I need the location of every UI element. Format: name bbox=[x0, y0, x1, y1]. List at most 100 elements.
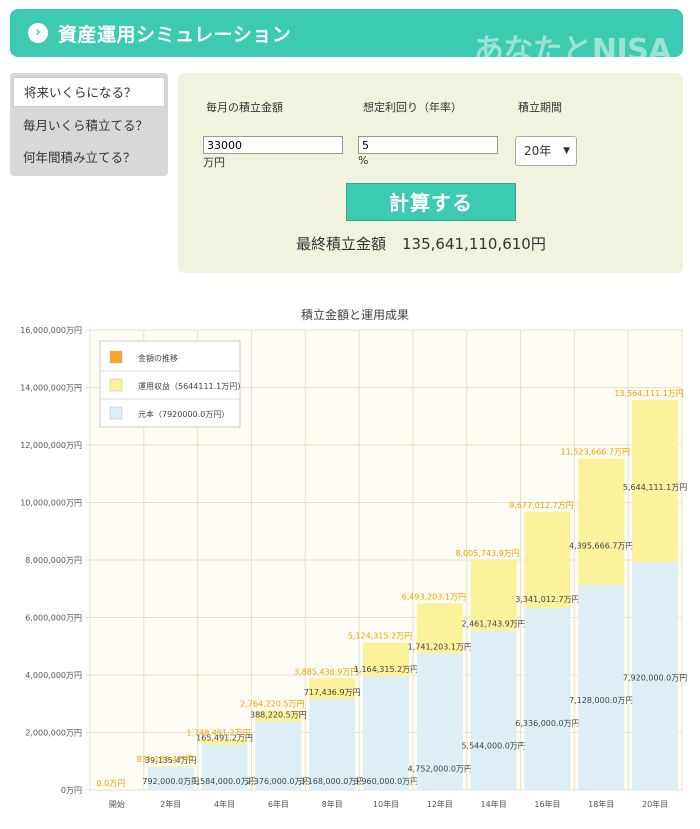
rate-input[interactable]: 5 bbox=[358, 136, 498, 154]
y-tick-label: 10,000,000万円 bbox=[20, 499, 82, 508]
x-tick-label: 開始 bbox=[109, 799, 125, 809]
bar-gain bbox=[416, 603, 463, 654]
calculate-button[interactable]: 計算する bbox=[346, 183, 516, 221]
bar-gain bbox=[309, 678, 356, 699]
data-label-principal: 2,376,000.0万円 bbox=[246, 777, 310, 786]
data-label-total: 13,564,111.1万円 bbox=[614, 389, 683, 398]
caret-down-icon: ▼ bbox=[563, 146, 570, 156]
y-tick-label: 6,000,000万円 bbox=[25, 614, 82, 623]
growth-chart: 0万円 2,000,000万円 4,000,000万円 6,000,000万円 8,00… bbox=[20, 307, 687, 809]
x-tick-label: 20年目 bbox=[642, 799, 668, 809]
sidebar-item-monthly-amount[interactable]: 毎月いくら積立てる？ bbox=[23, 118, 149, 133]
legend-box bbox=[99, 340, 241, 428]
y-tick-label: 14,000,000万円 bbox=[20, 384, 82, 393]
x-tick-label: 18年目 bbox=[588, 799, 614, 809]
data-label-gain: 388,220.5万円 bbox=[250, 711, 307, 720]
data-label-total: 6,493,203.1万円 bbox=[402, 592, 466, 601]
data-label-total: 11,523,666.7万円 bbox=[561, 448, 630, 457]
sidebar: 将来いくらになる？ 毎月いくら積立てる？ 何年間積み立てる？ bbox=[10, 73, 168, 176]
bar-principal bbox=[470, 630, 517, 790]
legend-label: 運用収益（5644111.1万円） bbox=[138, 381, 245, 391]
sidebar-item-future-value[interactable]: 将来いくらになる？ bbox=[13, 77, 165, 107]
period-select-value: 20年 bbox=[524, 144, 552, 158]
data-label-gain: 2,461,743.9万円 bbox=[461, 620, 525, 629]
bar-gain bbox=[470, 559, 517, 631]
legend-swatch bbox=[109, 350, 123, 364]
data-label-principal: 6,336,000.0万円 bbox=[515, 719, 579, 728]
legend-swatch bbox=[109, 378, 123, 392]
y-tick-label: 4,000,000万円 bbox=[25, 671, 82, 680]
bar-gain bbox=[201, 739, 248, 745]
bar-principal bbox=[147, 767, 194, 790]
x-tick-label: 10年目 bbox=[373, 799, 399, 809]
data-label-gain: 3,341,012.7万円 bbox=[515, 595, 579, 604]
data-label-total: 9,677,012.7万円 bbox=[509, 501, 573, 510]
bar-principal bbox=[416, 653, 463, 790]
data-label-gain: 717,436.9万円 bbox=[304, 688, 361, 697]
monthly-amount-unit: 万円 bbox=[203, 156, 225, 169]
brand-logo: あなたとNISA bbox=[473, 33, 672, 57]
chevron-right-icon: › bbox=[28, 23, 48, 43]
legend-label: 元本（7920000.0万円） bbox=[138, 409, 229, 419]
data-label-principal: 792,000.0万円 bbox=[142, 777, 199, 786]
x-tick-label: 8年目 bbox=[322, 799, 343, 809]
data-label-gain: 165,491.2万円 bbox=[196, 733, 253, 742]
data-label-gain: 5,644,111.1万円 bbox=[623, 483, 687, 492]
data-label-gain: 4,395,666.7万円 bbox=[569, 542, 633, 551]
data-label-principal: 5,544,000.0万円 bbox=[461, 742, 525, 751]
sidebar-item-period[interactable]: 何年間積み立てる？ bbox=[23, 150, 136, 165]
x-tick-label: 2年目 bbox=[160, 799, 181, 809]
rate-label: 想定利回り（年率） bbox=[363, 101, 462, 114]
result-label: 最終積立金額 bbox=[296, 235, 387, 253]
data-label-total: 0.0万円 bbox=[97, 779, 126, 788]
data-label-total: 8,005,743.9万円 bbox=[455, 549, 519, 558]
bar-principal bbox=[255, 721, 302, 790]
data-label-total: 3,885,436.9万円 bbox=[294, 667, 358, 676]
period-select[interactable]: 20年 ▼ bbox=[515, 136, 577, 166]
data-label-total: 5,124,315.2万円 bbox=[348, 632, 412, 641]
data-label-gain: 1,741,203.1万円 bbox=[408, 642, 472, 651]
monthly-amount-label: 毎月の積立金額 bbox=[206, 101, 283, 114]
data-label-total: 1,749,491.2万円 bbox=[186, 729, 250, 738]
chart-title: 積立金額と運用成果 bbox=[301, 307, 409, 322]
rate-unit: % bbox=[358, 154, 369, 167]
x-tick-label: 4年目 bbox=[214, 799, 235, 809]
bar-gain bbox=[524, 511, 571, 608]
bar-gain bbox=[632, 400, 679, 563]
chart-area: 0万円 2,000,000万円 4,000,000万円 6,000,000万円 8,00… bbox=[0, 300, 700, 825]
data-label-principal: 7,128,000.0万円 bbox=[569, 696, 633, 705]
legend-swatch bbox=[109, 406, 123, 420]
y-tick-label: 16,000,000万円 bbox=[20, 326, 82, 335]
bar-principal bbox=[578, 585, 625, 790]
result-line: 最終積立金額 135,641,110,610円 bbox=[296, 233, 546, 254]
bar-gain bbox=[578, 458, 625, 586]
bar-principal bbox=[201, 744, 248, 790]
data-label-total: 2,764,220.5万円 bbox=[240, 700, 304, 709]
monthly-amount-input[interactable]: 33000 bbox=[203, 136, 343, 154]
bar-principal bbox=[309, 698, 356, 790]
bar-gain bbox=[255, 710, 302, 722]
bar-principal bbox=[632, 562, 679, 790]
app-banner: › 資産運用シミュレーション あなたとNISA bbox=[10, 9, 683, 57]
x-tick-label: 6年目 bbox=[268, 799, 289, 809]
page-title: 資産運用シミュレーション bbox=[58, 24, 292, 46]
data-label-principal: 7,920,000.0万円 bbox=[623, 673, 687, 682]
y-tick-label: 2,000,000万円 bbox=[25, 729, 82, 738]
simulation-form: 毎月の積立金額 想定利回り（年率） 積立期間 33000 万円 5 % 20年 … bbox=[178, 73, 683, 273]
y-tick-label: 12,000,000万円 bbox=[20, 441, 82, 450]
data-label-gain: 39,135.4万円 bbox=[145, 756, 197, 765]
data-label-principal: 1,584,000.0万円 bbox=[192, 777, 256, 786]
data-label-principal: 3,168,000.0万円 bbox=[300, 777, 364, 786]
x-tick-label: 14年目 bbox=[481, 799, 507, 809]
data-label-total: 831,135.4万円 bbox=[136, 755, 193, 764]
y-tick-label: 8,000,000万円 bbox=[25, 556, 82, 565]
bar-gain bbox=[363, 642, 409, 677]
data-label-gain: 1,164,315.2万円 bbox=[354, 665, 418, 674]
data-label-principal: 4,752,000.0万円 bbox=[408, 764, 472, 773]
bar-principal bbox=[524, 607, 571, 790]
period-label: 積立期間 bbox=[518, 101, 562, 114]
result-value: 135,641,110,610円 bbox=[402, 235, 546, 253]
bar-principal bbox=[363, 676, 409, 790]
x-tick-label: 12年目 bbox=[427, 799, 453, 809]
data-label-principal: 3,960,000.0万円 bbox=[354, 777, 418, 786]
